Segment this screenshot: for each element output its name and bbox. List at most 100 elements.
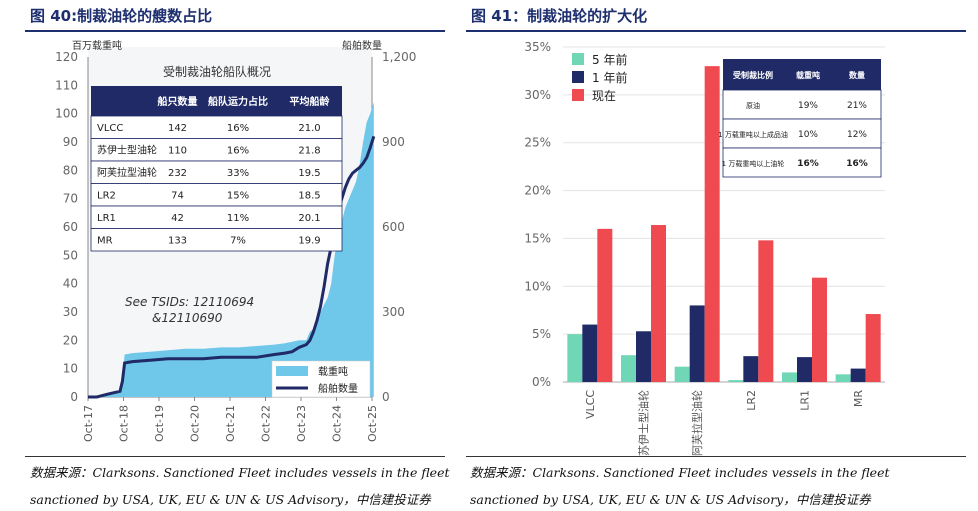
left-source-line-2: sanctioned by USA, UK, EU & UN & US Advi… bbox=[30, 492, 431, 507]
bar-0 bbox=[621, 355, 636, 382]
right-table-header-cell: 受制裁比例 bbox=[733, 70, 773, 80]
table-cell: MR bbox=[97, 236, 113, 247]
right-source-divider bbox=[466, 456, 966, 457]
x-tick-label: Oct-21 bbox=[224, 405, 237, 442]
table-cell: 18.5 bbox=[298, 191, 320, 202]
category-label: 阿芙拉型油轮 bbox=[690, 390, 704, 456]
right-table-cell: 1 万载重吨以上油轮 bbox=[722, 159, 785, 168]
category-label: 苏伊士型油轮 bbox=[637, 390, 651, 456]
table-cell: 16% bbox=[227, 123, 249, 134]
bar-1 bbox=[743, 356, 759, 382]
table-cell: 74 bbox=[171, 191, 184, 202]
category-label: MR bbox=[852, 390, 865, 407]
bar-2 bbox=[865, 314, 881, 382]
x-tick-label: Oct-25 bbox=[366, 405, 379, 442]
bar-2 bbox=[597, 228, 613, 382]
table-cell: 21.0 bbox=[298, 123, 320, 134]
right-table-header-cell: 载重吨 bbox=[796, 70, 820, 80]
table-cell: 33% bbox=[227, 168, 249, 179]
bar-1 bbox=[797, 357, 812, 382]
right-header-bar: 图 41：制裁油轮的扩大化 bbox=[466, 0, 966, 32]
bar-0 bbox=[567, 334, 583, 382]
right-table-cell: 16% bbox=[797, 159, 819, 169]
table-cell: 232 bbox=[168, 168, 187, 179]
right-y-tick-label: 20% bbox=[524, 184, 551, 198]
table-cell: 133 bbox=[168, 236, 187, 247]
left-axis-title: 百万载重吨 bbox=[72, 39, 122, 52]
table-row bbox=[90, 228, 343, 252]
table-cell: VLCC bbox=[97, 123, 123, 134]
right-table-cell: 10% bbox=[798, 130, 818, 140]
legend-swatch bbox=[572, 89, 584, 101]
bar-0 bbox=[782, 372, 797, 382]
bar-2 bbox=[704, 66, 720, 383]
right-figure-title: 图 41：制裁油轮的扩大化 bbox=[471, 7, 648, 25]
right-y-tick-label: 10% bbox=[524, 279, 551, 293]
bar-0 bbox=[728, 380, 744, 382]
table-header-background bbox=[91, 86, 342, 116]
bar-0 bbox=[674, 366, 690, 382]
table-cell: LR2 bbox=[97, 191, 116, 202]
table-header-cell: 船队运力占比 bbox=[208, 95, 268, 108]
bar-1 bbox=[850, 368, 866, 382]
left-tick-label: 30 bbox=[63, 305, 78, 319]
category-label: VLCC bbox=[584, 390, 597, 419]
x-tick-label: Oct-23 bbox=[295, 405, 308, 442]
left-tick-label: 120 bbox=[55, 50, 78, 64]
right-tick-label: 600 bbox=[382, 220, 405, 234]
table-cell: 7% bbox=[230, 236, 246, 247]
right-y-tick-label: 5% bbox=[532, 327, 551, 341]
table-header-cell: 平均船龄 bbox=[290, 95, 331, 108]
right-table-cell: 1 万载重吨以上成品油 bbox=[718, 130, 788, 139]
left-source-divider bbox=[25, 456, 445, 457]
right-table-header-cell: 数量 bbox=[849, 70, 865, 80]
table-cell: 阿芙拉型油轮 bbox=[97, 166, 157, 179]
left-tick-label: 40 bbox=[63, 277, 78, 291]
right-table-header-background bbox=[723, 59, 881, 90]
right-y-tick-label: 0% bbox=[532, 375, 551, 389]
x-tick-label: Oct-18 bbox=[118, 405, 131, 442]
right-table-row bbox=[722, 118, 882, 149]
bar-2 bbox=[651, 225, 666, 382]
bar-2 bbox=[812, 277, 827, 382]
left-tick-label: 70 bbox=[63, 192, 78, 206]
right-tick-label: 1,200 bbox=[382, 50, 416, 64]
table-cell: 110 bbox=[168, 146, 187, 157]
right-source-line-2: sanctioned by USA, UK, EU & UN & US Advi… bbox=[470, 492, 871, 507]
x-tick-label: Oct-22 bbox=[260, 405, 273, 442]
table-cell: 21.8 bbox=[298, 146, 320, 157]
legend-swatch bbox=[572, 71, 584, 83]
table-cell: 19.5 bbox=[298, 168, 320, 179]
right-y-tick-label: 15% bbox=[524, 231, 551, 245]
right-tick-label: 900 bbox=[382, 135, 405, 149]
x-tick-label: Oct-17 bbox=[82, 405, 95, 442]
right-y-tick-label: 30% bbox=[524, 88, 551, 102]
annotation-line-2: &12110690 bbox=[152, 311, 223, 325]
left-tick-label: 50 bbox=[63, 248, 78, 262]
legend-label: 5 年前 bbox=[592, 52, 627, 67]
table-cell: 20.1 bbox=[298, 213, 320, 224]
bar-2 bbox=[758, 240, 774, 382]
right-source-line-1: 数据来源：Clarksons. Sanctioned Fleet include… bbox=[470, 465, 890, 480]
left-tick-label: 10 bbox=[63, 362, 78, 376]
left-tick-label: 0 bbox=[70, 390, 78, 404]
bar-1 bbox=[636, 331, 651, 382]
left-source-line-1: 数据来源：Clarksons. Sanctioned Fleet include… bbox=[30, 465, 450, 480]
right-table-cell: 21% bbox=[847, 101, 867, 111]
right-y-tick-label: 25% bbox=[524, 136, 551, 150]
right-table-cell: 19% bbox=[798, 101, 818, 111]
left-tick-label: 80 bbox=[63, 163, 78, 177]
legend-label: 现在 bbox=[592, 89, 616, 103]
left-tick-label: 100 bbox=[55, 107, 78, 121]
left-header-bar: 图 40:制裁油轮的艘数占比 bbox=[25, 0, 445, 32]
category-label: LR1 bbox=[799, 390, 812, 411]
right-table-row bbox=[722, 89, 882, 120]
bar-0 bbox=[835, 374, 851, 382]
bar-1 bbox=[689, 305, 705, 382]
table-header-cell: 船只数量 bbox=[158, 95, 198, 108]
right-tick-label: 0 bbox=[382, 390, 390, 404]
left-figure-title: 图 40:制裁油轮的艘数占比 bbox=[30, 7, 213, 25]
right-tick-label: 300 bbox=[382, 305, 405, 319]
table-cell: 15% bbox=[227, 191, 249, 202]
